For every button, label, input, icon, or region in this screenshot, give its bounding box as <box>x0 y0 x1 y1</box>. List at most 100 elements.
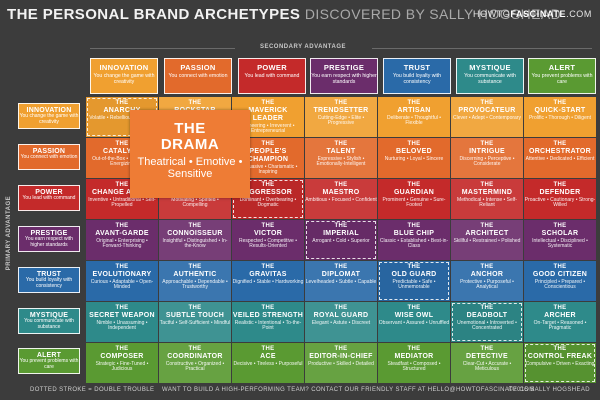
archetype-name: TALENT <box>326 147 356 155</box>
primary-header-passion: PASSION You connect with emotion <box>18 144 80 170</box>
archetype-cell: THE ACE Decisive • Tireless • Purposeful <box>232 343 304 383</box>
archetype-the: THE <box>188 264 202 270</box>
archetype-traits: Protective • Purposeful • Analytical <box>460 278 514 291</box>
secondary-header-trust: TRUST You build loyalty with consistency <box>383 58 451 94</box>
archetype-cell: THE COMPOSER Strategic • Fine-Tuned • Judi… <box>86 343 158 383</box>
archetype-the: THE <box>261 141 275 147</box>
secondary-header-name: POWER <box>257 63 287 72</box>
site-url[interactable]: HOWTOFASCINATE.COM <box>473 9 592 19</box>
archetype-cell: THE OLD GUARD Predictable • Safe • Unmemor… <box>378 261 450 301</box>
archetype-name: ARCHER <box>544 311 576 319</box>
archetype-the: THE <box>188 100 202 106</box>
archetype-traits: Attentive • Dedicated • Efficient <box>525 155 595 162</box>
page-title: THE PERSONAL BRAND ARCHETYPES DISCOVERED… <box>7 6 561 26</box>
primary-header-name: PASSION <box>32 148 66 155</box>
archetype-cell: THE ROYAL GUARD Elegant • Astute • Discree… <box>305 302 377 342</box>
archetype-name: TRENDSETTER <box>313 106 369 114</box>
archetype-the: THE <box>115 100 129 106</box>
archetype-the: THE <box>261 182 275 188</box>
archetype-name: EDITOR-IN-CHIEF <box>309 352 373 360</box>
secondary-header-prestige: PRESTIGE You earn respect with higher sta… <box>310 58 378 94</box>
archetype-traits: Approachable • Dependable • Trustworthy <box>162 278 228 291</box>
featured-traits: Theatrical • Emotive • Sensitive <box>137 156 243 180</box>
archetype-cell: THE AGGRESSOR Dominant • Overbearing • Dog… <box>232 179 304 219</box>
primary-header-name: INNOVATION <box>26 107 72 114</box>
archetype-the: THE <box>115 305 129 311</box>
site-bold: FASCINATE <box>510 9 567 19</box>
archetype-name: CONNOISSEUR <box>167 229 223 237</box>
archetype-traits: Deliberate • Thoughtful • Flexible <box>387 114 441 127</box>
secondary-header-desc: You lead with command <box>244 73 300 79</box>
archetype-name: GRAVITAS <box>249 270 287 278</box>
archetype-name: BELOVED <box>396 147 432 155</box>
archetype-the: THE <box>115 182 129 188</box>
archetype-the: THE <box>334 141 348 147</box>
archetype-cell: THE SUBTLE TOUCH Tactful • Self-Sufficient… <box>159 302 231 342</box>
secondary-header-desc: You change the game with creativity <box>93 73 155 85</box>
footer: DOTTED STROKE = DOUBLE TROUBLE WANT TO B… <box>0 381 600 400</box>
archetype-cell: THE MAESTRO Ambitious • Focused • Confiden… <box>305 179 377 219</box>
archetype-name: ORCHESTRATOR <box>528 147 592 155</box>
archetype-traits: Clear-Cut • Accurate • Meticulous <box>462 360 512 373</box>
archetype-the: THE <box>115 346 129 352</box>
archetype-traits: Methodical • Intense • Self-Reliant <box>457 196 517 209</box>
primary-advantage-label: PRIMARY ADVANTAGE <box>6 195 12 271</box>
secondary-header-mystique: MYSTIQUE You communicate with substance <box>456 58 524 94</box>
archetype-traits: Prominent • Genuine • Sure-Footed <box>382 196 446 209</box>
primary-header-name: PRESTIGE <box>30 230 68 237</box>
archetype-name: SUBTLE TOUCH <box>165 311 225 319</box>
archetype-cell: THE MASTERMIND Methodical • Intense • Self… <box>451 179 523 219</box>
archetype-name: PROVOCATEUR <box>458 106 516 114</box>
archetype-name: ANARCHY <box>103 106 141 114</box>
archetype-the: THE <box>480 264 494 270</box>
archetype-traits: Elegant • Astute • Discreet <box>311 319 371 326</box>
archetype-traits: Steadfast • Composed • Structured <box>387 360 441 373</box>
archetype-traits: Dignified • Stable • Hardworking <box>232 278 304 285</box>
primary-header-desc: You change the game with creativity <box>19 113 79 125</box>
archetype-traits: Prolific • Thorough • Diligent <box>528 114 592 121</box>
archetype-the: THE <box>188 346 202 352</box>
secondary-axis-line-left <box>90 48 235 49</box>
archetype-cell: THE TRENDSETTER Cutting-Edge • Elite • Pro… <box>305 97 377 137</box>
archetype-traits: Levelheaded • Subtle • Capable <box>305 278 377 285</box>
archetype-the: THE <box>553 305 567 311</box>
archetype-cell: THE BLUE CHIP Classic • Established • Best… <box>378 220 450 260</box>
site-prefix: HOWTO <box>473 9 511 19</box>
archetype-cell: THE TALENT Expressive • Stylish • Emotiona… <box>305 138 377 178</box>
archetype-cell: THE SCHOLAR Intellectual • Disciplined • S… <box>524 220 596 260</box>
archetype-name: DEFENDER <box>539 188 581 196</box>
primary-header-desc: You connect with emotion <box>20 154 78 160</box>
primary-header-desc: You build loyalty with consistency <box>25 277 73 289</box>
archetype-name: WISE OWL <box>394 311 434 319</box>
archetype-name: IMPERIAL <box>323 229 359 237</box>
archetype-the: THE <box>261 223 275 229</box>
archetype-cell: THE VEILED STRENGTH Realistic • Intentiona… <box>232 302 304 342</box>
archetype-the: THE <box>188 223 202 229</box>
archetype-cell: THE EDITOR-IN-CHIEF Productive • Skilled •… <box>305 343 377 383</box>
archetype-the: THE <box>553 264 567 270</box>
archetype-traits: Cutting-Edge • Elite • Progressive <box>317 114 365 127</box>
primary-header-name: POWER <box>35 189 63 196</box>
archetype-cell: THE DETECTIVE Clear-Cut • Accurate • Metic… <box>451 343 523 383</box>
archetype-cell: THE CONTROL FREAK Compulsive • Driven • Ex… <box>524 343 596 383</box>
primary-header-name: MYSTIQUE <box>29 312 69 319</box>
archetype-traits: Inventive • Untraditional • Self-Propell… <box>88 196 156 209</box>
title-sub: DISCOVERED BY SALLY HOGSHEAD <box>304 6 562 22</box>
archetype-traits: Intellectual • Disciplined • Systematic <box>532 237 588 250</box>
archetype-traits: Nimble • Unassuming • Independent <box>96 319 148 332</box>
secondary-header-power: POWER You lead with command <box>238 58 306 94</box>
archetype-cell: THE ORCHESTRATOR Attentive • Dedicated • E… <box>524 138 596 178</box>
archetype-name: VEILED STRENGTH <box>232 311 304 319</box>
archetype-traits: Arrogant • Cold • Superior <box>312 237 370 244</box>
primary-header-desc: You communicate with substance <box>24 318 74 330</box>
archetype-cell: THE GRAVITAS Dignified • Stable • Hardwork… <box>232 261 304 301</box>
archetype-name: AVANT-GARDE <box>95 229 149 237</box>
archetype-the: THE <box>188 305 202 311</box>
footer-contact[interactable]: WANT TO BUILD A HIGH-PERFORMING TEAM? CO… <box>162 387 535 393</box>
primary-header-name: TRUST <box>36 271 62 278</box>
archetype-cell: THE DEFENDER Proactive • Cautionary • Stro… <box>524 179 596 219</box>
primary-header-mystique: MYSTIQUE You communicate with substance <box>18 308 80 334</box>
archetype-cell: THE MAVERICK LEADER Pioneering • Irreveren… <box>232 97 304 137</box>
archetype-traits: Classic • Established • Best-in-Class <box>379 237 449 250</box>
footer-legend: DOTTED STROKE = DOUBLE TROUBLE <box>30 387 155 393</box>
